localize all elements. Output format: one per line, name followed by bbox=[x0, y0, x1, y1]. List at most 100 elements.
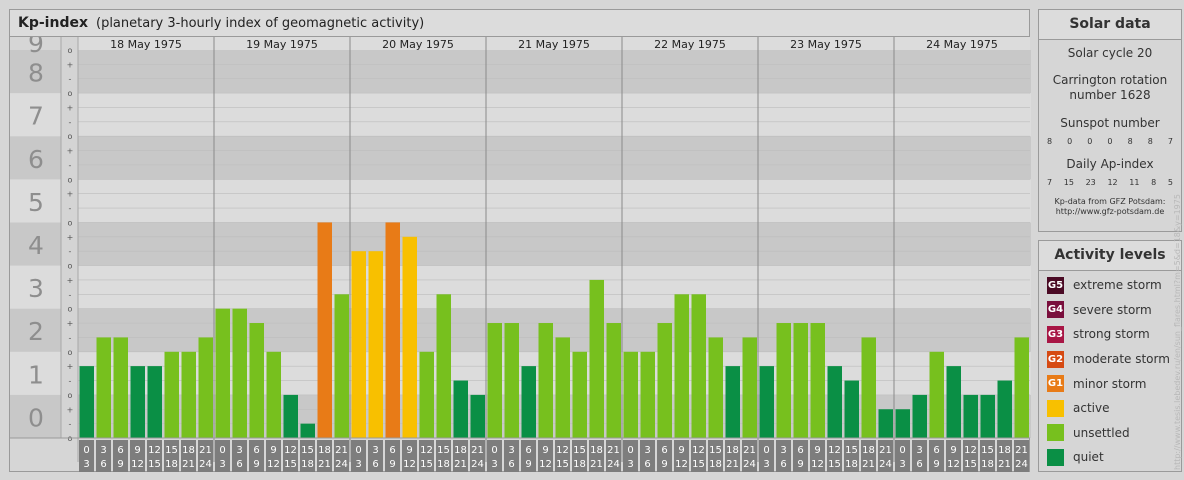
interval-start-label: 21 bbox=[879, 445, 892, 456]
interval-end-label: 12 bbox=[131, 459, 144, 470]
interval-cell bbox=[232, 440, 247, 472]
interval-cell bbox=[844, 440, 859, 472]
sub-tick-label: + bbox=[67, 319, 74, 328]
credit-link[interactable]: http://www.gfz-potsdam.de bbox=[1055, 207, 1165, 216]
kp-bar bbox=[606, 323, 621, 438]
interval-cell bbox=[895, 440, 910, 472]
interval-cell bbox=[572, 440, 587, 472]
kp-bar bbox=[912, 394, 927, 438]
kp-bar bbox=[232, 308, 247, 438]
interval-cell bbox=[538, 440, 553, 472]
interval-start-label: 0 bbox=[899, 445, 905, 456]
sub-tick-label: o bbox=[68, 348, 73, 357]
kp-bar bbox=[453, 380, 468, 438]
interval-cell bbox=[708, 440, 723, 472]
ap-value: 15 bbox=[1063, 178, 1074, 187]
legend-item: G2 moderate storm bbox=[1039, 347, 1181, 372]
interval-start-label: 9 bbox=[134, 445, 140, 456]
interval-start-label: 12 bbox=[420, 445, 433, 456]
sub-tick-label: - bbox=[69, 247, 72, 256]
interval-start-label: 9 bbox=[270, 445, 276, 456]
ap-value: 12 bbox=[1107, 178, 1118, 187]
interval-start-label: 12 bbox=[964, 445, 977, 456]
legend-item: G3 strong storm bbox=[1039, 322, 1181, 347]
legend-label: severe storm bbox=[1073, 302, 1152, 317]
interval-cell bbox=[640, 440, 655, 472]
chart-title: Kp-index bbox=[18, 15, 88, 31]
interval-start-label: 21 bbox=[743, 445, 756, 456]
kp-bar bbox=[198, 337, 213, 438]
sunspot-value: 8 bbox=[1047, 137, 1053, 146]
interval-start-label: 0 bbox=[355, 445, 361, 456]
kp-bar bbox=[351, 251, 366, 438]
kp-bar bbox=[623, 351, 638, 438]
activity-legend: G5 extreme storm G4 severe storm G3 strong … bbox=[1039, 271, 1181, 470]
legend-item: G4 severe storm bbox=[1039, 298, 1181, 323]
interval-start-label: 12 bbox=[828, 445, 841, 456]
sub-tick-label: + bbox=[67, 276, 74, 285]
kp-bar bbox=[861, 337, 876, 438]
interval-start-label: 6 bbox=[253, 445, 259, 456]
interval-cell bbox=[402, 440, 417, 472]
interval-cell bbox=[725, 440, 740, 472]
interval-end-label: 18 bbox=[165, 459, 178, 470]
interval-end-label: 12 bbox=[539, 459, 552, 470]
y-tick-label: 0 bbox=[28, 403, 44, 432]
y-tick-label: 6 bbox=[28, 145, 44, 174]
kp-bar bbox=[776, 323, 791, 438]
interval-cell bbox=[300, 440, 315, 472]
interval-end-label: 24 bbox=[607, 459, 620, 470]
interval-start-label: 18 bbox=[318, 445, 331, 456]
interval-start-label: 18 bbox=[726, 445, 739, 456]
sub-tick-label: - bbox=[69, 333, 72, 342]
interval-start-label: 9 bbox=[678, 445, 684, 456]
interval-start-label: 21 bbox=[1015, 445, 1028, 456]
interval-start-label: 3 bbox=[508, 445, 514, 456]
interval-end-label: 21 bbox=[862, 459, 875, 470]
interval-cell bbox=[861, 440, 876, 472]
sunspot-title: Sunspot number bbox=[1060, 116, 1160, 130]
kp-bar bbox=[130, 366, 145, 438]
interval-end-label: 15 bbox=[420, 459, 433, 470]
kp-bar bbox=[810, 323, 825, 438]
legend-swatch: G5 bbox=[1047, 276, 1064, 294]
interval-start-label: 0 bbox=[219, 445, 225, 456]
interval-cell bbox=[266, 440, 281, 472]
interval-end-label: 6 bbox=[508, 459, 514, 470]
interval-end-label: 18 bbox=[845, 459, 858, 470]
interval-end-label: 15 bbox=[284, 459, 297, 470]
interval-end-label: 9 bbox=[661, 459, 667, 470]
level-band bbox=[10, 394, 1031, 438]
interval-start-label: 3 bbox=[100, 445, 106, 456]
kp-bar bbox=[572, 351, 587, 438]
interval-cell bbox=[555, 440, 570, 472]
sub-tick-label: o bbox=[68, 391, 73, 400]
interval-start-label: 3 bbox=[644, 445, 650, 456]
interval-end-label: 15 bbox=[964, 459, 977, 470]
sub-tick-label: - bbox=[69, 204, 72, 213]
interval-start-label: 6 bbox=[525, 445, 531, 456]
kp-bar bbox=[742, 337, 757, 438]
solar-data-panel: Solar data Solar cycle 20 Carrington rot… bbox=[1038, 9, 1182, 232]
ap-title: Daily Ap-index bbox=[1066, 157, 1154, 171]
interval-end-label: 3 bbox=[763, 459, 769, 470]
sub-tick-label: + bbox=[67, 362, 74, 371]
day-label: 21 May 1975 bbox=[518, 38, 590, 51]
interval-end-label: 6 bbox=[372, 459, 378, 470]
interval-end-label: 3 bbox=[355, 459, 361, 470]
level-band bbox=[10, 308, 1031, 352]
interval-end-label: 6 bbox=[100, 459, 106, 470]
kp-bar bbox=[147, 366, 162, 438]
interval-end-label: 12 bbox=[267, 459, 280, 470]
interval-cell bbox=[606, 440, 621, 472]
sub-tick-label: - bbox=[69, 118, 72, 127]
kp-bar bbox=[436, 294, 451, 438]
interval-cell bbox=[657, 440, 672, 472]
ap-value: 5 bbox=[1167, 178, 1173, 187]
sunspot-value: 0 bbox=[1087, 137, 1093, 146]
kp-bar bbox=[980, 394, 995, 438]
interval-cell bbox=[147, 440, 162, 472]
sunspot-value: 0 bbox=[1107, 137, 1113, 146]
ap-value: 23 bbox=[1085, 178, 1096, 187]
source-watermark: http://www.tesis.lebedev.ru/en/sun_flare… bbox=[1173, 194, 1182, 470]
